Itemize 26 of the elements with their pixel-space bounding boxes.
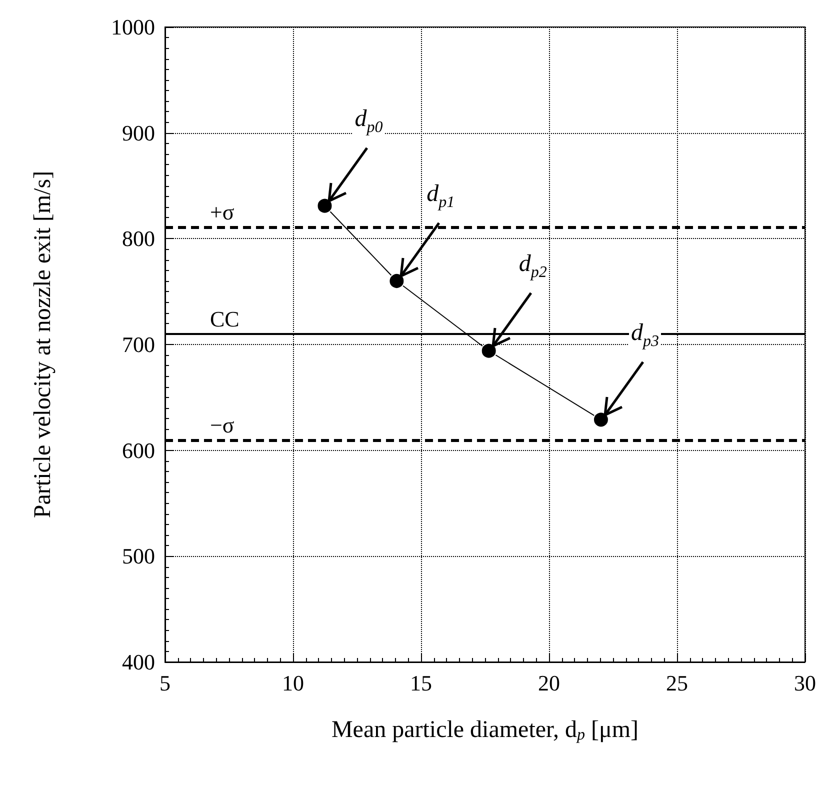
x-tick-label: 15 (410, 670, 432, 696)
ref-line-label: −σ (210, 412, 234, 438)
y-axis-title: Particle velocity at nozzle exit [m/s] (30, 170, 56, 518)
ref-line-label: CC (210, 306, 240, 332)
ref-line-label: +σ (210, 200, 234, 225)
x-tick-label: 25 (666, 670, 688, 696)
annotation: d$_{p0}$ (352, 106, 385, 137)
y-tick-label: 700 (122, 332, 155, 357)
y-tick-label: 800 (122, 226, 155, 252)
y-tick-label: 1000 (111, 14, 155, 40)
y-tick-label: 900 (122, 120, 155, 146)
x-tick-label: 10 (282, 670, 304, 696)
x-tick-label: 5 (160, 670, 170, 696)
point (388, 273, 405, 289)
x-tick-label: 30 (794, 670, 816, 696)
point (316, 198, 333, 214)
y-tick-label: 400 (122, 650, 155, 674)
y-tick-label: 600 (122, 438, 155, 463)
x-tick-label: 20 (538, 670, 560, 696)
point (592, 412, 609, 428)
x-axis-title: Mean particle diameter, dp [μm] (331, 717, 639, 744)
annotation: d$_{p1}$ (424, 181, 457, 212)
y-tick-label: 500 (122, 544, 155, 569)
annotation: d$_{p3}$ (628, 320, 661, 350)
annotation: d$_{p2}$ (516, 250, 549, 282)
point (480, 342, 497, 359)
